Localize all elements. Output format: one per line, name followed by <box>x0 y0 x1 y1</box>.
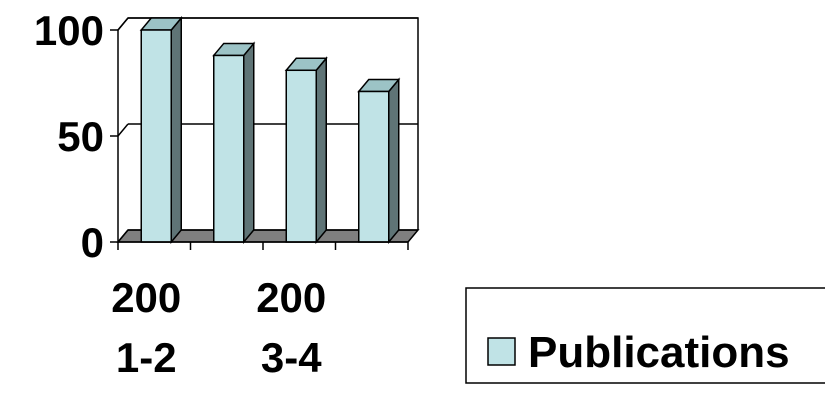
bar-front <box>358 90 390 243</box>
bar <box>139 15 183 245</box>
bar-front <box>285 69 317 243</box>
y-tick-label: 100 <box>34 7 104 54</box>
bar-front <box>140 29 172 243</box>
legend-swatch <box>487 337 516 366</box>
bar-front <box>213 54 245 243</box>
bars <box>139 15 401 245</box>
x-tick-label: 200 <box>256 274 326 321</box>
bar-side <box>315 56 327 245</box>
y-tick-label: 0 <box>81 219 104 266</box>
bar <box>212 41 256 245</box>
x-axis-ticks: 200 1-2 200 3-4 <box>111 242 409 381</box>
legend: Publications <box>465 287 825 384</box>
bar-side <box>243 41 255 245</box>
y-axis-ticks: 0 50 100 <box>34 7 118 266</box>
gridline-side <box>117 17 129 31</box>
bar-side <box>388 77 400 245</box>
legend-label: Publications <box>528 328 790 377</box>
x-tick-label: 200 <box>111 274 181 321</box>
gridline-side <box>117 229 129 243</box>
legend-box <box>465 287 825 384</box>
gridline-side <box>117 123 129 137</box>
x-tick-label: 3-4 <box>261 334 322 381</box>
bar <box>357 77 401 245</box>
x-tick-label: 1-2 <box>116 334 177 381</box>
plot-area: 0 50 100 200 1-2 200 3-4 <box>34 7 420 381</box>
bar-side <box>170 15 182 245</box>
bar <box>284 56 328 245</box>
y-tick-label: 50 <box>57 113 104 160</box>
